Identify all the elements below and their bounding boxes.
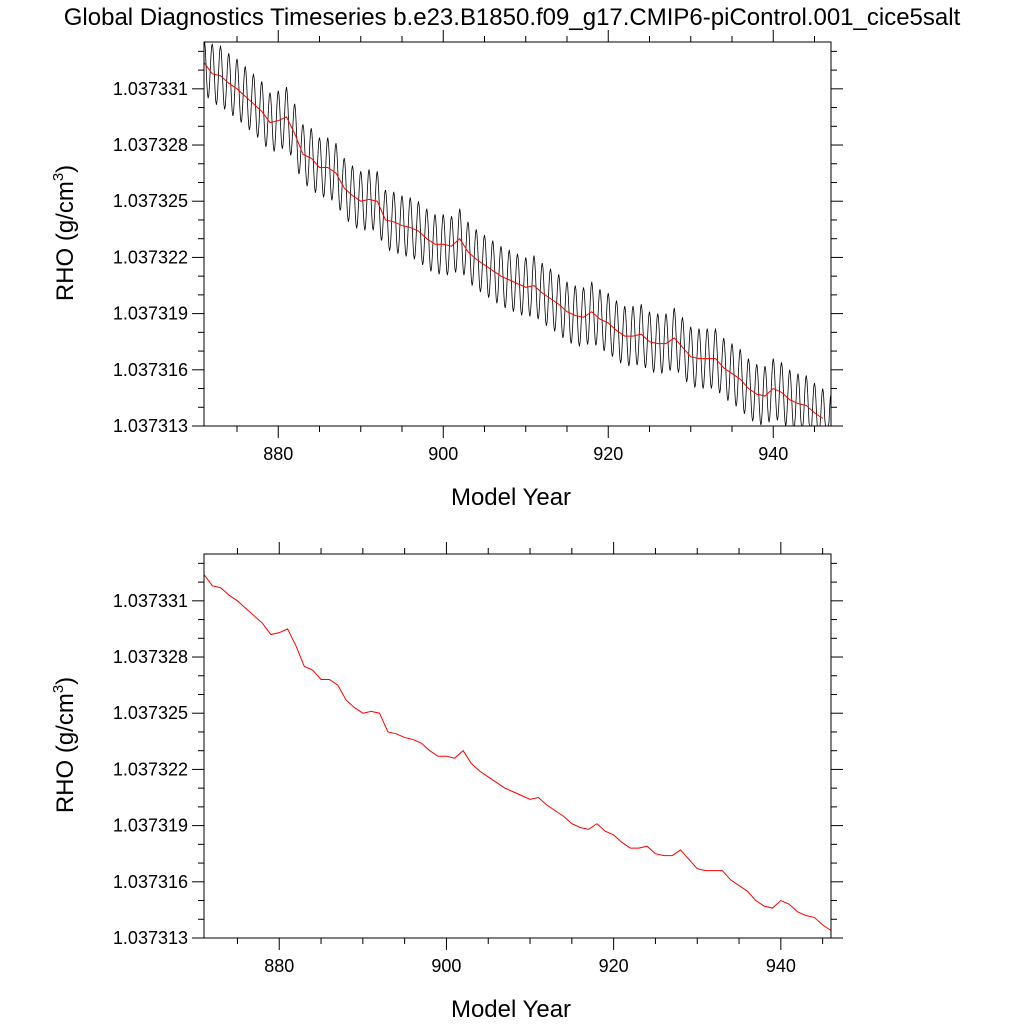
bottom-plot-frame <box>203 553 832 939</box>
top-axis-ticks <box>192 30 843 438</box>
top-xtick-label-2: 920 <box>593 444 623 464</box>
top-ytick-label-2: 1.037319 <box>113 304 188 324</box>
bottom-panel: 1.037313 1.037316 1.037319 1.037322 1.03… <box>50 542 843 1023</box>
bottom-xtick-label-0: 880 <box>264 956 294 976</box>
top-plot-frame <box>203 41 832 427</box>
top-xtick-label-0: 880 <box>263 444 293 464</box>
bottom-xtick-label-1: 900 <box>431 956 461 976</box>
chart-title: Global Diagnostics Timeseries b.e23.B185… <box>64 4 961 31</box>
bottom-ytick-label-1: 1.037316 <box>113 872 188 892</box>
bottom-ytick-label-2: 1.037319 <box>113 816 188 836</box>
top-x-tick-labels: 880 900 920 940 <box>263 444 788 464</box>
bottom-y-axis-label: RHO (g/cm3) <box>50 677 79 813</box>
bottom-x-tick-labels: 880 900 920 940 <box>264 956 796 976</box>
bottom-xtick-label-2: 920 <box>599 956 629 976</box>
bottom-x-axis-label: Model Year <box>451 996 571 1023</box>
top-panel: 1.037313 1.037316 1.037319 1.037322 1.03… <box>50 30 843 511</box>
top-y-axis-label: RHO (g/cm3) <box>50 165 79 301</box>
bottom-xtick-label-3: 940 <box>766 956 796 976</box>
top-ytick-label-4: 1.037325 <box>113 191 188 211</box>
bottom-ytick-label-3: 1.037322 <box>113 759 188 779</box>
top-ytick-label-1: 1.037316 <box>113 360 188 380</box>
bottom-ytick-label-4: 1.037325 <box>113 703 188 723</box>
bottom-ytick-label-5: 1.037328 <box>113 647 188 667</box>
top-ytick-label-5: 1.037328 <box>113 135 188 155</box>
bottom-ytick-label-0: 1.037313 <box>113 928 188 948</box>
bottom-annual-mean-line <box>203 574 832 931</box>
bottom-axis-ticks <box>192 542 843 950</box>
top-ytick-label-3: 1.037322 <box>113 247 188 267</box>
bottom-ytick-label-6: 1.037331 <box>113 591 188 611</box>
top-ytick-label-6: 1.037331 <box>113 79 188 99</box>
top-xtick-label-3: 940 <box>758 444 788 464</box>
top-x-axis-label: Model Year <box>451 484 571 511</box>
top-xtick-label-1: 900 <box>428 444 458 464</box>
bottom-y-tick-labels: 1.037313 1.037316 1.037319 1.037322 1.03… <box>113 591 188 948</box>
top-annual-mean-line <box>203 62 824 419</box>
top-ytick-label-0: 1.037313 <box>113 416 188 436</box>
top-monthly-series-line <box>204 41 832 427</box>
top-y-tick-labels: 1.037313 1.037316 1.037319 1.037322 1.03… <box>113 79 188 436</box>
